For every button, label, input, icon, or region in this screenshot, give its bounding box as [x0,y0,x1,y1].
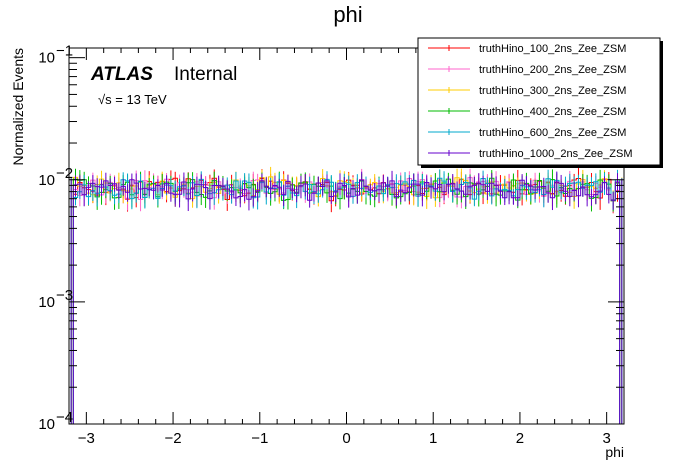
y-tick-label: 10 [38,172,55,189]
legend-label: truthHino_400_2ns_Zee_ZSM [479,106,626,118]
internal-label: Internal [174,64,237,85]
x-axis-label: phi [605,444,624,460]
y-axis: 10−410−310−210−1 [38,43,624,433]
legend-entry: truthHino_300_2ns_Zee_ZSM [428,85,626,97]
x-tick-label: 3 [602,430,610,447]
y-tick-label: 10 [38,416,55,433]
x-tick-label: −3 [78,430,95,447]
legend-entry: truthHino_1000_2ns_Zee_ZSM [428,148,632,160]
energy-label: √s = 13 TeV [98,92,167,107]
legend-entry: truthHino_200_2ns_Zee_ZSM [428,64,626,76]
y-tick-exponent: −1 [56,43,73,60]
legend: truthHino_100_2ns_Zee_ZSM truthHino_200_2… [417,37,663,168]
y-tick-label: 10 [38,294,55,311]
x-tick-label: 2 [516,430,524,447]
legend-label: truthHino_300_2ns_Zee_ZSM [479,85,626,97]
legend-label: truthHino_200_2ns_Zee_ZSM [479,64,626,76]
legend-entry: truthHino_400_2ns_Zee_ZSM [428,106,626,118]
y-tick-exponent: −4 [56,409,73,426]
y-axis-label: Normalized Events [10,48,26,166]
x-tick-label: 0 [342,430,350,447]
legend-label: truthHino_1000_2ns_Zee_ZSM [479,148,632,160]
y-tick-label: 10 [38,50,55,67]
atlas-label: ATLAS [90,64,153,85]
histogram-series-layer [69,166,624,425]
chart-title: phi [333,2,362,27]
legend-entries: truthHino_100_2ns_Zee_ZSM truthHino_200_2… [428,43,632,160]
y-tick-exponent: −3 [56,287,73,304]
y-tick-exponent: −2 [56,165,73,182]
legend-entry: truthHino_600_2ns_Zee_ZSM [428,127,626,139]
x-tick-label: −2 [165,430,182,447]
legend-label: truthHino_100_2ns_Zee_ZSM [479,43,626,55]
legend-entry: truthHino_100_2ns_Zee_ZSM [428,43,626,55]
x-tick-label: 1 [429,430,437,447]
x-tick-label: −1 [251,430,268,447]
series-truthHino_1000_2ns_Zee_ZSM [69,170,624,425]
legend-label: truthHino_600_2ns_Zee_ZSM [479,127,626,139]
legend-box [417,37,661,166]
